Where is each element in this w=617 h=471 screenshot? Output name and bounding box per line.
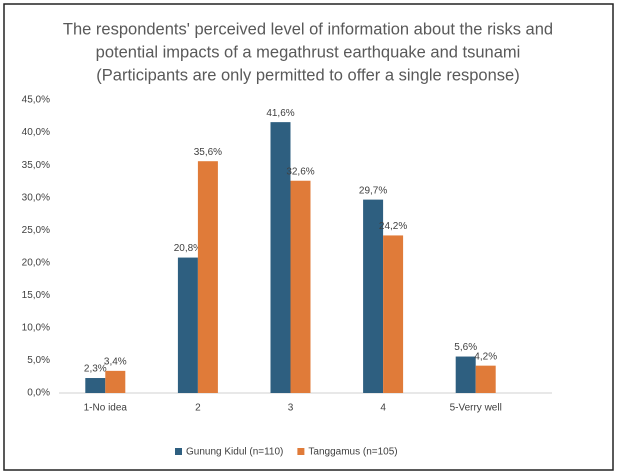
y-tick-label: 15,0% — [22, 290, 50, 301]
x-tick-label: 1-No idea — [84, 403, 128, 414]
bar — [475, 365, 496, 393]
legend-label: Tanggamus (n=105) — [308, 447, 397, 458]
data-label: 24,2% — [379, 221, 407, 232]
legend-swatch — [175, 448, 182, 455]
bar — [455, 356, 476, 393]
bar — [177, 257, 198, 393]
data-label: 5,6% — [454, 342, 477, 353]
chart-title: The respondents' perceived level of info… — [63, 20, 553, 38]
data-label: 29,7% — [359, 185, 387, 196]
x-tick-label: 3 — [288, 403, 294, 414]
x-tick-label: 2 — [195, 403, 201, 414]
y-tick-label: 30,0% — [22, 192, 50, 203]
y-tick-label: 35,0% — [22, 160, 50, 171]
bar — [270, 122, 291, 393]
y-tick-label: 5,0% — [27, 355, 50, 366]
chart-title: (Participants are only permitted to offe… — [96, 66, 519, 84]
bar — [197, 161, 218, 393]
legend-swatch — [297, 448, 305, 455]
y-tick-label: 25,0% — [22, 225, 50, 236]
bar — [363, 199, 384, 393]
chart-title: potential impacts of a megathrust earthq… — [96, 43, 521, 61]
legend-label: Gunung Kidul (n=110) — [186, 447, 283, 458]
y-tick-label: 45,0% — [22, 95, 50, 106]
x-tick-label: 4 — [380, 403, 386, 414]
data-label: 2,3% — [84, 364, 107, 375]
bar — [105, 370, 126, 393]
x-tick-label: 5-Verry well — [450, 403, 502, 414]
y-tick-label: 10,0% — [22, 323, 50, 334]
bar — [290, 180, 311, 393]
bar — [85, 378, 106, 393]
data-label: 41,6% — [266, 108, 294, 119]
bar — [383, 235, 404, 393]
y-tick-label: 20,0% — [22, 257, 50, 268]
data-label: 35,6% — [194, 147, 222, 158]
data-label: 4,2% — [474, 351, 497, 362]
data-label: 3,4% — [104, 357, 127, 368]
data-label: 20,8% — [174, 243, 202, 254]
y-tick-label: 0,0% — [27, 388, 50, 399]
y-tick-label: 40,0% — [22, 127, 50, 138]
data-label: 32,6% — [286, 166, 314, 177]
